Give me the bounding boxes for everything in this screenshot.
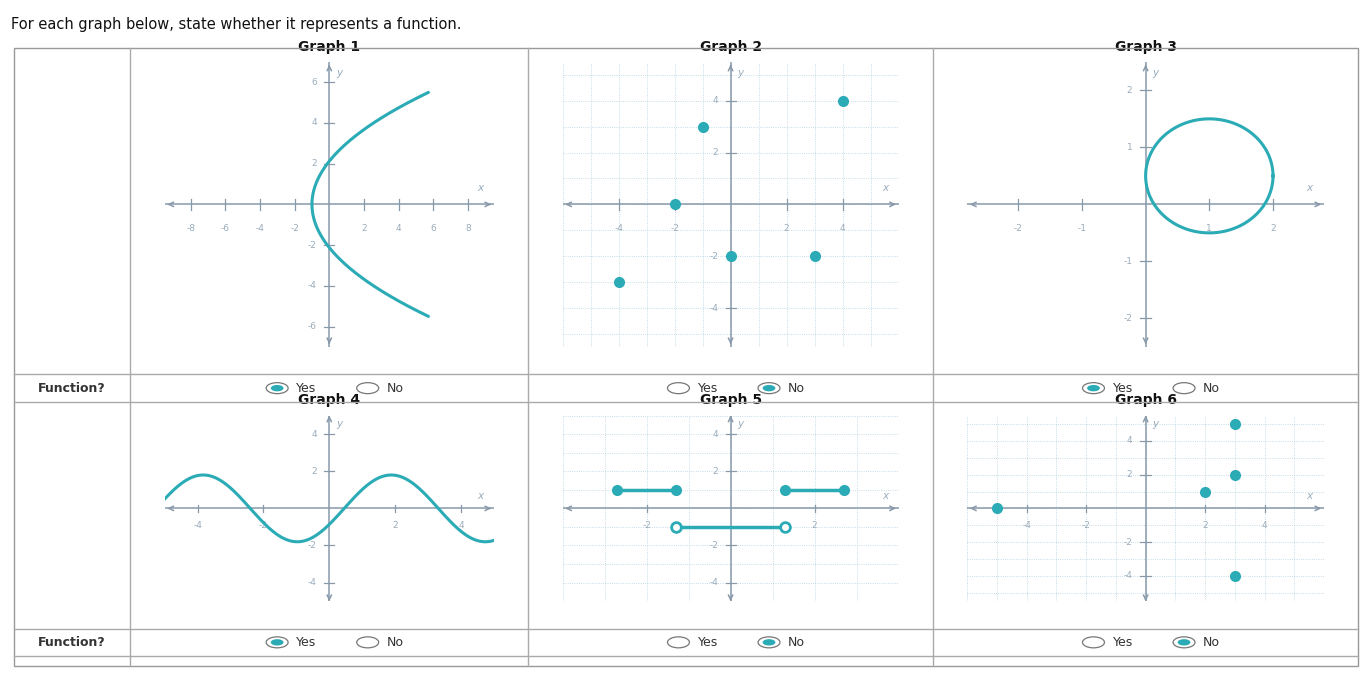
Text: -1: -1 bbox=[1077, 225, 1087, 234]
Text: y: y bbox=[336, 67, 342, 78]
Text: Graph 2: Graph 2 bbox=[700, 40, 761, 54]
Text: -4: -4 bbox=[709, 578, 718, 587]
Text: -4: -4 bbox=[1022, 521, 1032, 530]
Text: -2: -2 bbox=[670, 225, 679, 234]
Text: 4: 4 bbox=[1126, 436, 1132, 445]
Text: Yes: Yes bbox=[1113, 636, 1133, 649]
Text: -2: -2 bbox=[309, 240, 317, 249]
Text: 2: 2 bbox=[311, 466, 317, 476]
Text: Function?: Function? bbox=[38, 382, 106, 394]
Text: 2: 2 bbox=[712, 466, 718, 476]
Text: -2: -2 bbox=[709, 251, 718, 261]
Text: 4: 4 bbox=[395, 225, 402, 234]
Text: y: y bbox=[737, 67, 744, 78]
Text: y: y bbox=[336, 419, 342, 429]
Text: -6: -6 bbox=[307, 322, 317, 331]
Text: -4: -4 bbox=[193, 521, 202, 530]
Text: 4: 4 bbox=[712, 429, 718, 439]
Text: Yes: Yes bbox=[697, 636, 718, 649]
Text: 4: 4 bbox=[458, 521, 464, 530]
Text: No: No bbox=[788, 382, 805, 394]
Text: -2: -2 bbox=[1124, 314, 1132, 323]
Text: -2: -2 bbox=[259, 521, 268, 530]
Text: Yes: Yes bbox=[296, 382, 317, 394]
Text: 4: 4 bbox=[311, 118, 317, 127]
Text: Yes: Yes bbox=[296, 636, 317, 649]
Text: 8: 8 bbox=[465, 225, 471, 234]
Text: 2: 2 bbox=[1202, 521, 1207, 530]
Text: 4: 4 bbox=[1262, 521, 1268, 530]
Text: -2: -2 bbox=[1014, 225, 1022, 234]
Text: 2: 2 bbox=[392, 521, 398, 530]
Text: -2: -2 bbox=[1124, 538, 1132, 547]
Text: -2: -2 bbox=[642, 521, 650, 530]
Text: 2: 2 bbox=[1126, 470, 1132, 479]
Text: 2: 2 bbox=[1126, 86, 1132, 95]
Text: For each graph below, state whether it represents a function.: For each graph below, state whether it r… bbox=[11, 17, 461, 32]
Text: x: x bbox=[882, 183, 888, 193]
Text: Graph 4: Graph 4 bbox=[298, 394, 361, 407]
Text: No: No bbox=[387, 636, 403, 649]
Text: 2: 2 bbox=[311, 159, 317, 168]
Text: y: y bbox=[1152, 419, 1159, 429]
Text: 2: 2 bbox=[361, 225, 366, 234]
Text: x: x bbox=[1306, 491, 1313, 501]
Text: -2: -2 bbox=[709, 541, 718, 550]
Text: -4: -4 bbox=[1124, 572, 1132, 581]
Text: x: x bbox=[1306, 183, 1313, 193]
Text: -4: -4 bbox=[309, 282, 317, 291]
Text: -2: -2 bbox=[1081, 521, 1091, 530]
Text: y: y bbox=[737, 419, 744, 429]
Text: -4: -4 bbox=[615, 225, 623, 234]
Text: -4: -4 bbox=[709, 304, 718, 313]
Text: y: y bbox=[1152, 67, 1159, 78]
Text: No: No bbox=[1203, 636, 1220, 649]
Text: -4: -4 bbox=[255, 225, 265, 234]
Text: 2: 2 bbox=[812, 521, 818, 530]
Text: 1: 1 bbox=[1126, 143, 1132, 152]
Text: x: x bbox=[477, 491, 484, 501]
Text: Graph 5: Graph 5 bbox=[700, 394, 761, 407]
Text: Yes: Yes bbox=[697, 382, 718, 394]
Text: Graph 1: Graph 1 bbox=[298, 40, 361, 54]
Text: No: No bbox=[788, 636, 805, 649]
Text: x: x bbox=[477, 183, 484, 193]
Text: 6: 6 bbox=[311, 78, 317, 87]
Text: Graph 6: Graph 6 bbox=[1114, 394, 1177, 407]
Text: 2: 2 bbox=[1270, 225, 1276, 234]
Text: -8: -8 bbox=[187, 225, 195, 234]
Text: Yes: Yes bbox=[1113, 382, 1133, 394]
Text: x: x bbox=[882, 491, 888, 501]
Text: 1: 1 bbox=[1206, 225, 1213, 234]
Text: -1: -1 bbox=[1124, 257, 1132, 266]
Text: 2: 2 bbox=[712, 148, 718, 157]
Text: 2: 2 bbox=[783, 225, 789, 234]
Text: 4: 4 bbox=[840, 225, 845, 234]
Text: 6: 6 bbox=[431, 225, 436, 234]
Text: -2: -2 bbox=[291, 225, 299, 234]
Text: 4: 4 bbox=[311, 429, 317, 439]
Text: Function?: Function? bbox=[38, 636, 106, 649]
Text: -6: -6 bbox=[221, 225, 229, 234]
Text: 4: 4 bbox=[712, 96, 718, 105]
Text: No: No bbox=[387, 382, 403, 394]
Text: -4: -4 bbox=[309, 578, 317, 587]
Text: No: No bbox=[1203, 382, 1220, 394]
Text: -2: -2 bbox=[309, 541, 317, 550]
Text: Graph 3: Graph 3 bbox=[1114, 40, 1177, 54]
